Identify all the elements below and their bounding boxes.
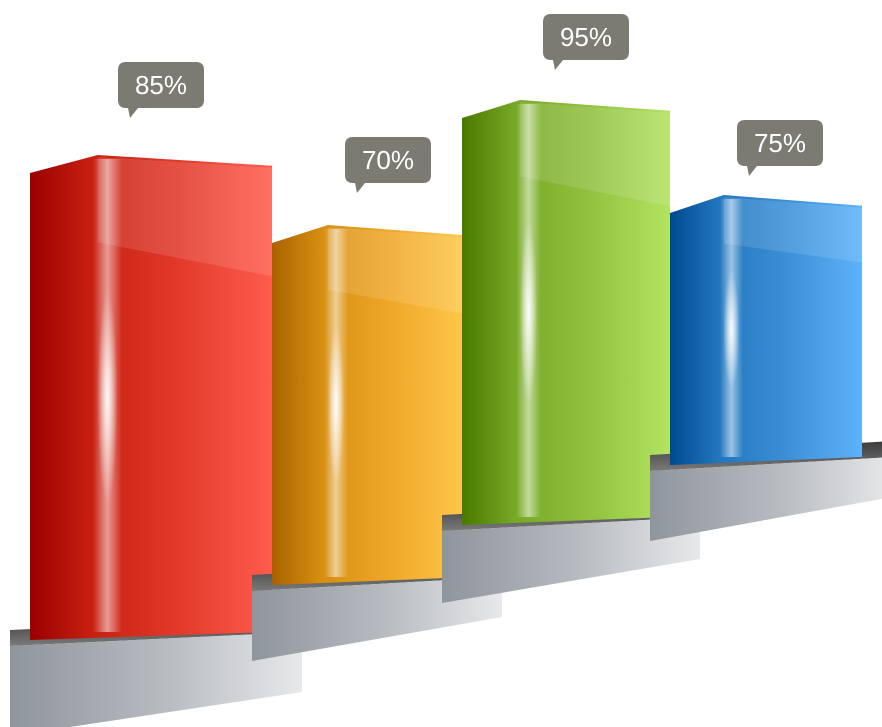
data-label: 85%: [135, 70, 187, 100]
bar-group-2: 70%: [252, 137, 502, 661]
data-label: 75%: [754, 128, 806, 158]
data-label: 70%: [362, 145, 414, 175]
bar-sparkle: [97, 290, 118, 505]
bar-gloss: [328, 227, 472, 315]
bar-gloss: [520, 102, 670, 207]
bar-sparkle: [519, 219, 538, 406]
bar-sparkle: [327, 325, 345, 485]
bar: [462, 100, 670, 525]
bar-group-4: 75%: [650, 120, 882, 541]
value-callout: [737, 120, 823, 176]
value-callout: [543, 14, 629, 70]
bar-base-front: [650, 457, 882, 541]
bar: [272, 225, 472, 585]
bar: [30, 155, 272, 640]
bar-group-1: 85%: [10, 62, 302, 727]
bar-base-front: [252, 577, 502, 661]
bar-sparkle: [723, 270, 740, 390]
bar-group-3: 95%: [442, 14, 700, 603]
data-label: 95%: [560, 22, 612, 52]
bar: [670, 195, 862, 465]
bar-gloss: [97, 157, 272, 277]
bar-base-front: [10, 632, 302, 727]
bar-base-front: [442, 517, 700, 603]
bar-gloss: [723, 197, 862, 263]
value-callout: [118, 62, 204, 118]
value-callout: [345, 137, 431, 193]
